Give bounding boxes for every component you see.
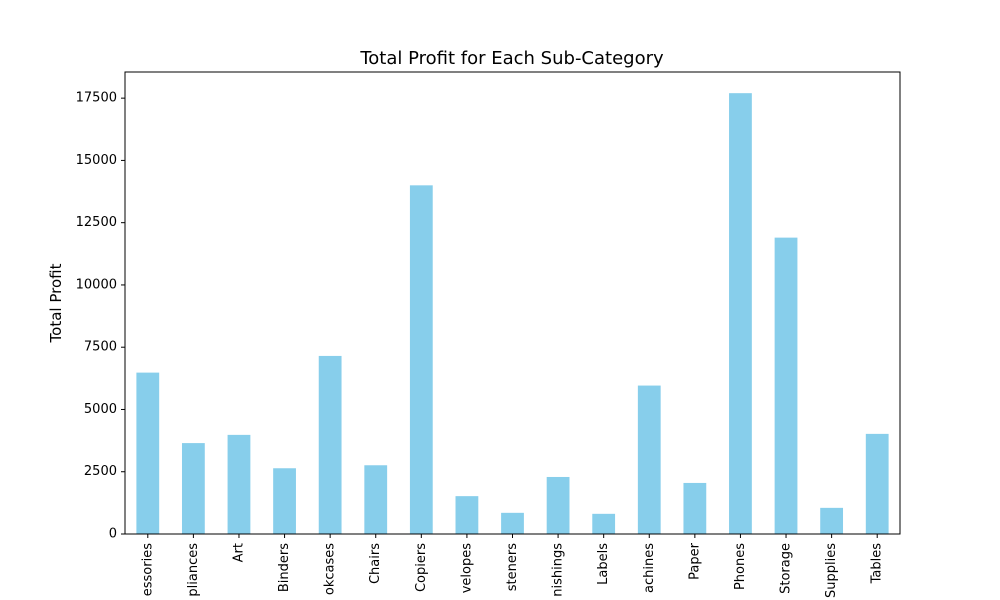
y-tick-label: 7500 (84, 340, 117, 355)
bar-machines (637, 385, 661, 534)
bars-group (136, 93, 889, 535)
y-tick-label: 5000 (84, 402, 117, 417)
bar-copiers (409, 185, 433, 535)
y-tick-label: 0 (109, 527, 117, 542)
y-tick-label: 12500 (76, 215, 117, 230)
bar-paper (683, 482, 707, 534)
x-tick-label: essories (140, 543, 155, 596)
bar-appliances (181, 443, 205, 534)
x-tick-label: velopes (459, 543, 474, 594)
x-tick-label: Phones (733, 543, 748, 590)
bar-art (227, 434, 251, 534)
bar-bookcases (318, 355, 342, 534)
x-tick-label: steners (505, 543, 520, 591)
plot-area-frame (124, 71, 901, 535)
y-axis-ticks: 0 2500 5000 7500 10000 12500 15000 17500 (76, 91, 125, 542)
x-tick-label: nishings (551, 543, 566, 597)
bar-phones (729, 93, 752, 535)
x-axis-ticks: essories pliances Art Binders okcases Chairs C… (140, 534, 885, 598)
x-tick-label: achines (642, 543, 657, 593)
x-tick-label: Supplies (824, 543, 839, 598)
y-axis-label: Total Profit (47, 263, 65, 343)
x-tick-label: Chairs (368, 543, 383, 584)
x-tick-label: Tables (870, 543, 885, 585)
x-tick-label: Binders (277, 543, 292, 592)
bar-supplies (820, 507, 844, 534)
bar-tables (865, 433, 889, 534)
bar-fasteners (501, 512, 524, 534)
bar-labels (592, 513, 616, 534)
bar-accessories (136, 372, 160, 534)
x-tick-label: Copiers (414, 543, 429, 592)
x-tick-label: Paper (687, 542, 702, 579)
x-tick-label: okcases (323, 543, 338, 595)
y-tick-label: 15000 (76, 153, 117, 168)
bar-chairs (364, 465, 388, 534)
bar-furnishings (546, 476, 570, 534)
bar-storage (774, 237, 798, 535)
x-tick-label: Labels (596, 543, 611, 585)
bar-envelopes (455, 496, 479, 534)
y-tick-label: 17500 (76, 91, 117, 106)
y-tick-label: 10000 (76, 277, 117, 292)
bar-binders (273, 468, 296, 534)
chart-title: Total Profit for Each Sub-Category (359, 48, 664, 69)
x-tick-label: Storage (779, 543, 794, 594)
x-tick-label: pliances (186, 543, 201, 597)
x-tick-label: Art (231, 543, 246, 562)
y-tick-label: 2500 (84, 464, 117, 479)
